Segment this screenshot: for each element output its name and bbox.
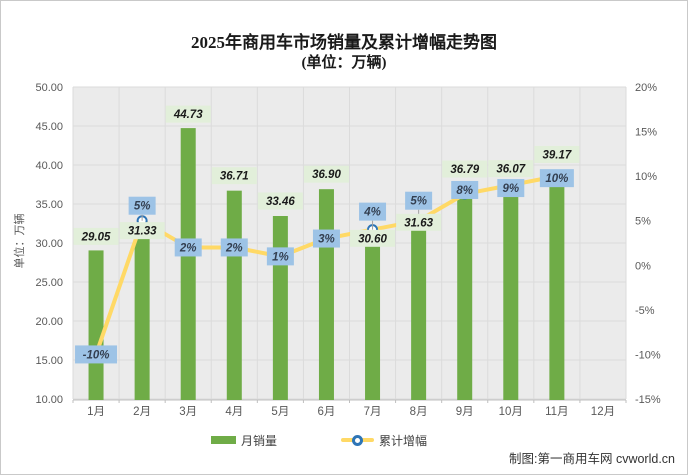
month-tick-label: 2月 [133,406,151,418]
bar-value-label-box [303,165,349,183]
month-tick-label: 6月 [318,406,336,418]
bar-value-label: 30.60 [358,233,387,245]
bar-2月 [134,232,150,400]
month-tick-label: 3月 [179,406,197,418]
right-axis-tick-label: 20% [635,82,657,94]
bar-9月 [457,190,473,400]
bar-value-label-box [165,105,211,123]
growth-pct-label-box [266,247,294,266]
growth-pct-label: 1% [272,251,289,263]
growth-pct-label-box [128,196,156,215]
bar-value-label: 29.05 [81,231,111,243]
right-axis-tick-label: 15% [635,127,657,139]
growth-pct-label: 5% [134,201,151,213]
growth-pct-label-box [451,180,479,199]
month-tick-label: 11月 [545,406,568,418]
growth-pct-label-box [75,345,118,364]
bar-value-label: 36.07 [496,164,525,176]
left-axis-tick-label: 20.00 [35,316,63,328]
legend-bar-label: 月销量 [240,433,277,448]
bar-value-label-box [119,222,165,240]
bar-swatch-icon [210,436,236,444]
bar-value-label: 39.17 [542,149,571,161]
bar-value-label-box [350,229,396,247]
month-tick-label: 12月 [591,406,615,418]
bar-6月 [318,189,334,400]
growth-pct-label: 5% [410,196,427,208]
bar-10月 [503,195,519,400]
growth-pct-label: 2% [225,242,243,254]
growth-pct-label: 8% [456,185,473,197]
credit-text: 制图:第一商用车网 cvworld.cn [509,452,675,466]
left-axis-tick-label: 30.00 [35,238,63,250]
growth-pct-label: 2% [179,242,197,254]
growth-pct-label-box [359,202,387,221]
right-axis-tick-label: -5% [635,305,655,317]
growth-pct-label: -10% [83,349,110,361]
legend-item-growth: 累计增幅 [341,432,427,449]
right-axis-tick-label: -10% [635,349,661,361]
bar-value-label-box [257,192,303,210]
month-tick-label: 9月 [456,406,474,418]
bar-value-label-box [488,160,534,178]
growth-pct-label-box [174,238,202,257]
right-axis-tick-label: -15% [635,394,661,406]
bar-value-label: 44.73 [173,109,203,121]
left-axis-tick-label: 50.00 [35,82,63,94]
bar-value-label: 33.46 [266,196,295,208]
growth-pct-label: 3% [318,234,335,246]
right-axis-tick-label: 0% [635,260,651,272]
bar-11月 [549,171,565,400]
right-axis-tick-label: 5% [635,216,651,228]
bar-3月 [180,128,196,400]
bar-8月 [411,230,427,400]
bar-value-label-box [396,213,442,231]
legend-line-label: 累计增幅 [379,433,428,448]
bar-4月 [226,190,242,400]
growth-pct-label: 9% [502,183,519,195]
left-axis-tick-label: 35.00 [35,199,63,211]
legend-item-sales: 月销量 [210,432,277,449]
left-axis-tick-label: 25.00 [35,277,63,289]
bar-value-label-box [442,160,488,178]
bar-value-label-box [211,167,257,185]
month-tick-label: 10月 [499,406,523,418]
month-tick-label: 7月 [364,406,382,418]
growth-pct-label-box [312,229,340,248]
left-axis-tick-label: 15.00 [35,355,63,367]
growth-pct-label-box [497,179,525,198]
bar-7月 [365,238,381,400]
growth-pct-label: 4% [363,207,381,219]
bar-1月 [88,250,104,400]
chart-subtitle: (单位：万辆) [301,55,387,71]
month-tick-label: 5月 [271,406,289,418]
right-axis-tick-label: 10% [635,171,657,183]
bar-5月 [272,216,288,400]
bar-value-label-box [73,227,119,245]
bar-value-label: 31.33 [128,226,157,238]
legend: 月销量 累计增幅 [1,430,663,450]
bar-value-label: 36.79 [450,164,479,176]
chart-title: 2025年商用车市场销量及累计增幅走势图 [191,33,497,52]
line-marker-swatch-icon [341,433,374,447]
left-axis-tick-label: 10.00 [35,394,63,406]
growth-pct-label-box [220,238,248,257]
bar-value-label: 31.63 [404,217,433,229]
month-tick-label: 4月 [225,406,243,418]
left-axis-tick-label: 40.00 [35,160,63,172]
bar-value-label: 36.71 [220,171,249,183]
growth-pct-label-box [405,191,433,210]
month-tick-label: 1月 [87,406,105,418]
bar-value-label-box [534,145,580,163]
bar-value-label: 36.90 [312,169,341,181]
left-axis-tick-label: 45.00 [35,121,63,133]
growth-pct-label-box [539,169,574,188]
month-tick-label: 8月 [410,406,428,418]
growth-pct-label: 10% [545,173,568,185]
